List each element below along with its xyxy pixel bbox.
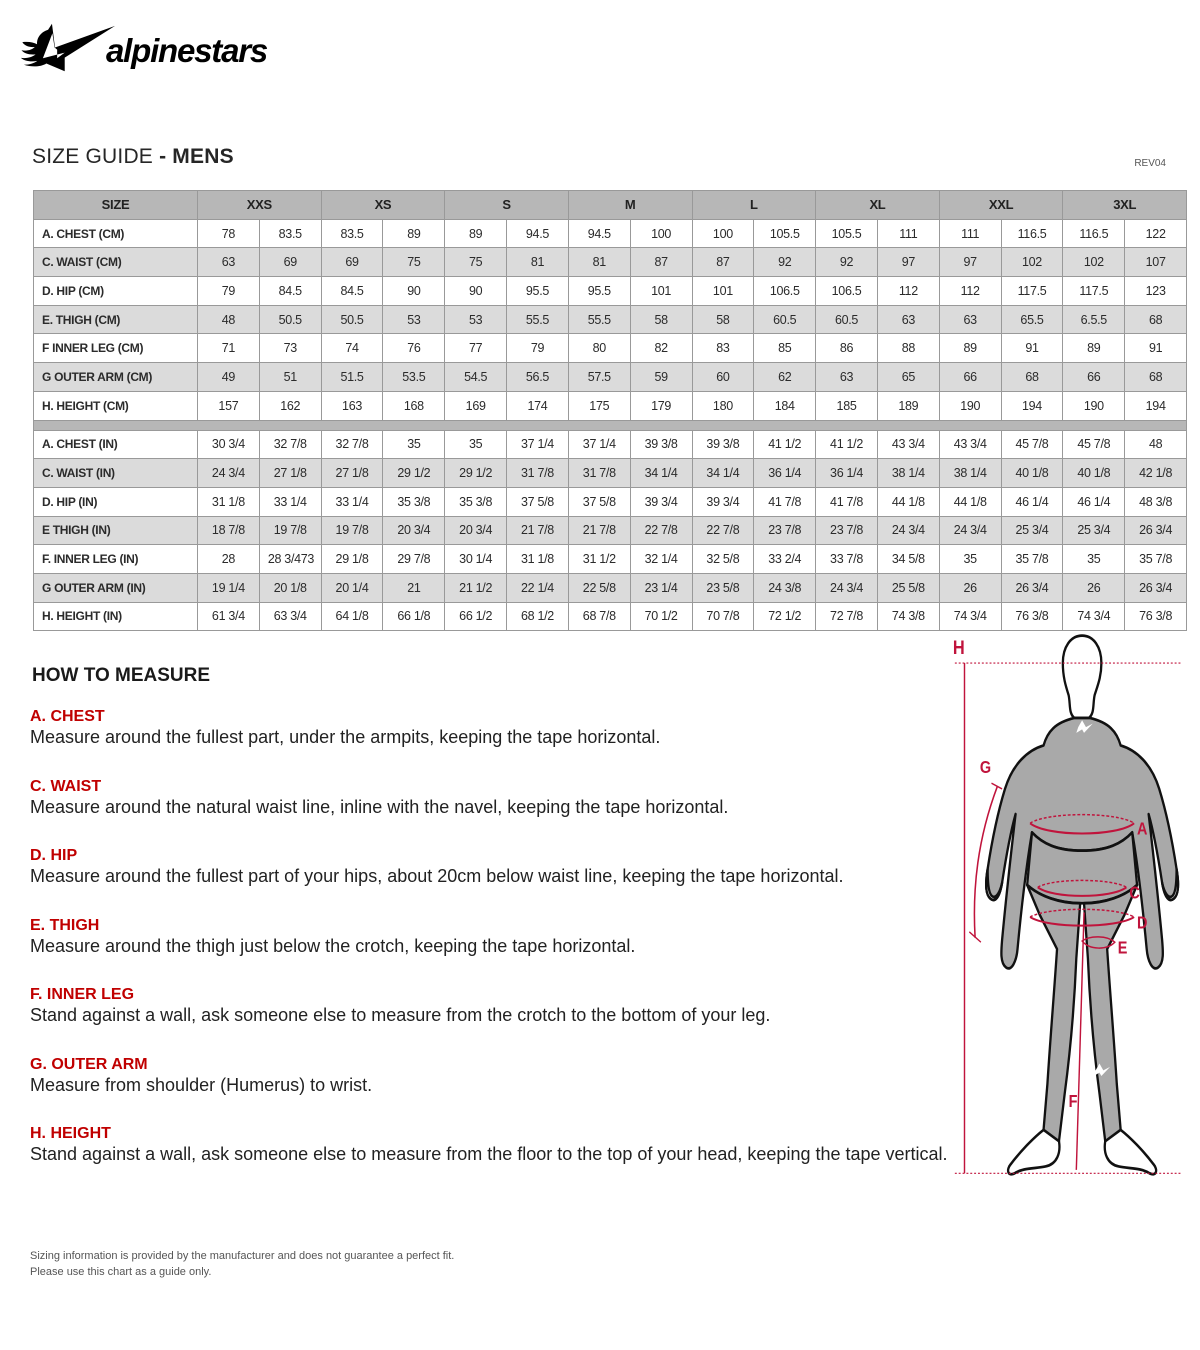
svg-text:A: A [1137,821,1148,839]
svg-text:H: H [953,637,965,659]
svg-text:C: C [1129,885,1140,903]
svg-text:G: G [980,759,991,777]
svg-text:F: F [1069,1093,1078,1111]
svg-text:D: D [1137,914,1147,932]
svg-text:E: E [1118,940,1128,958]
